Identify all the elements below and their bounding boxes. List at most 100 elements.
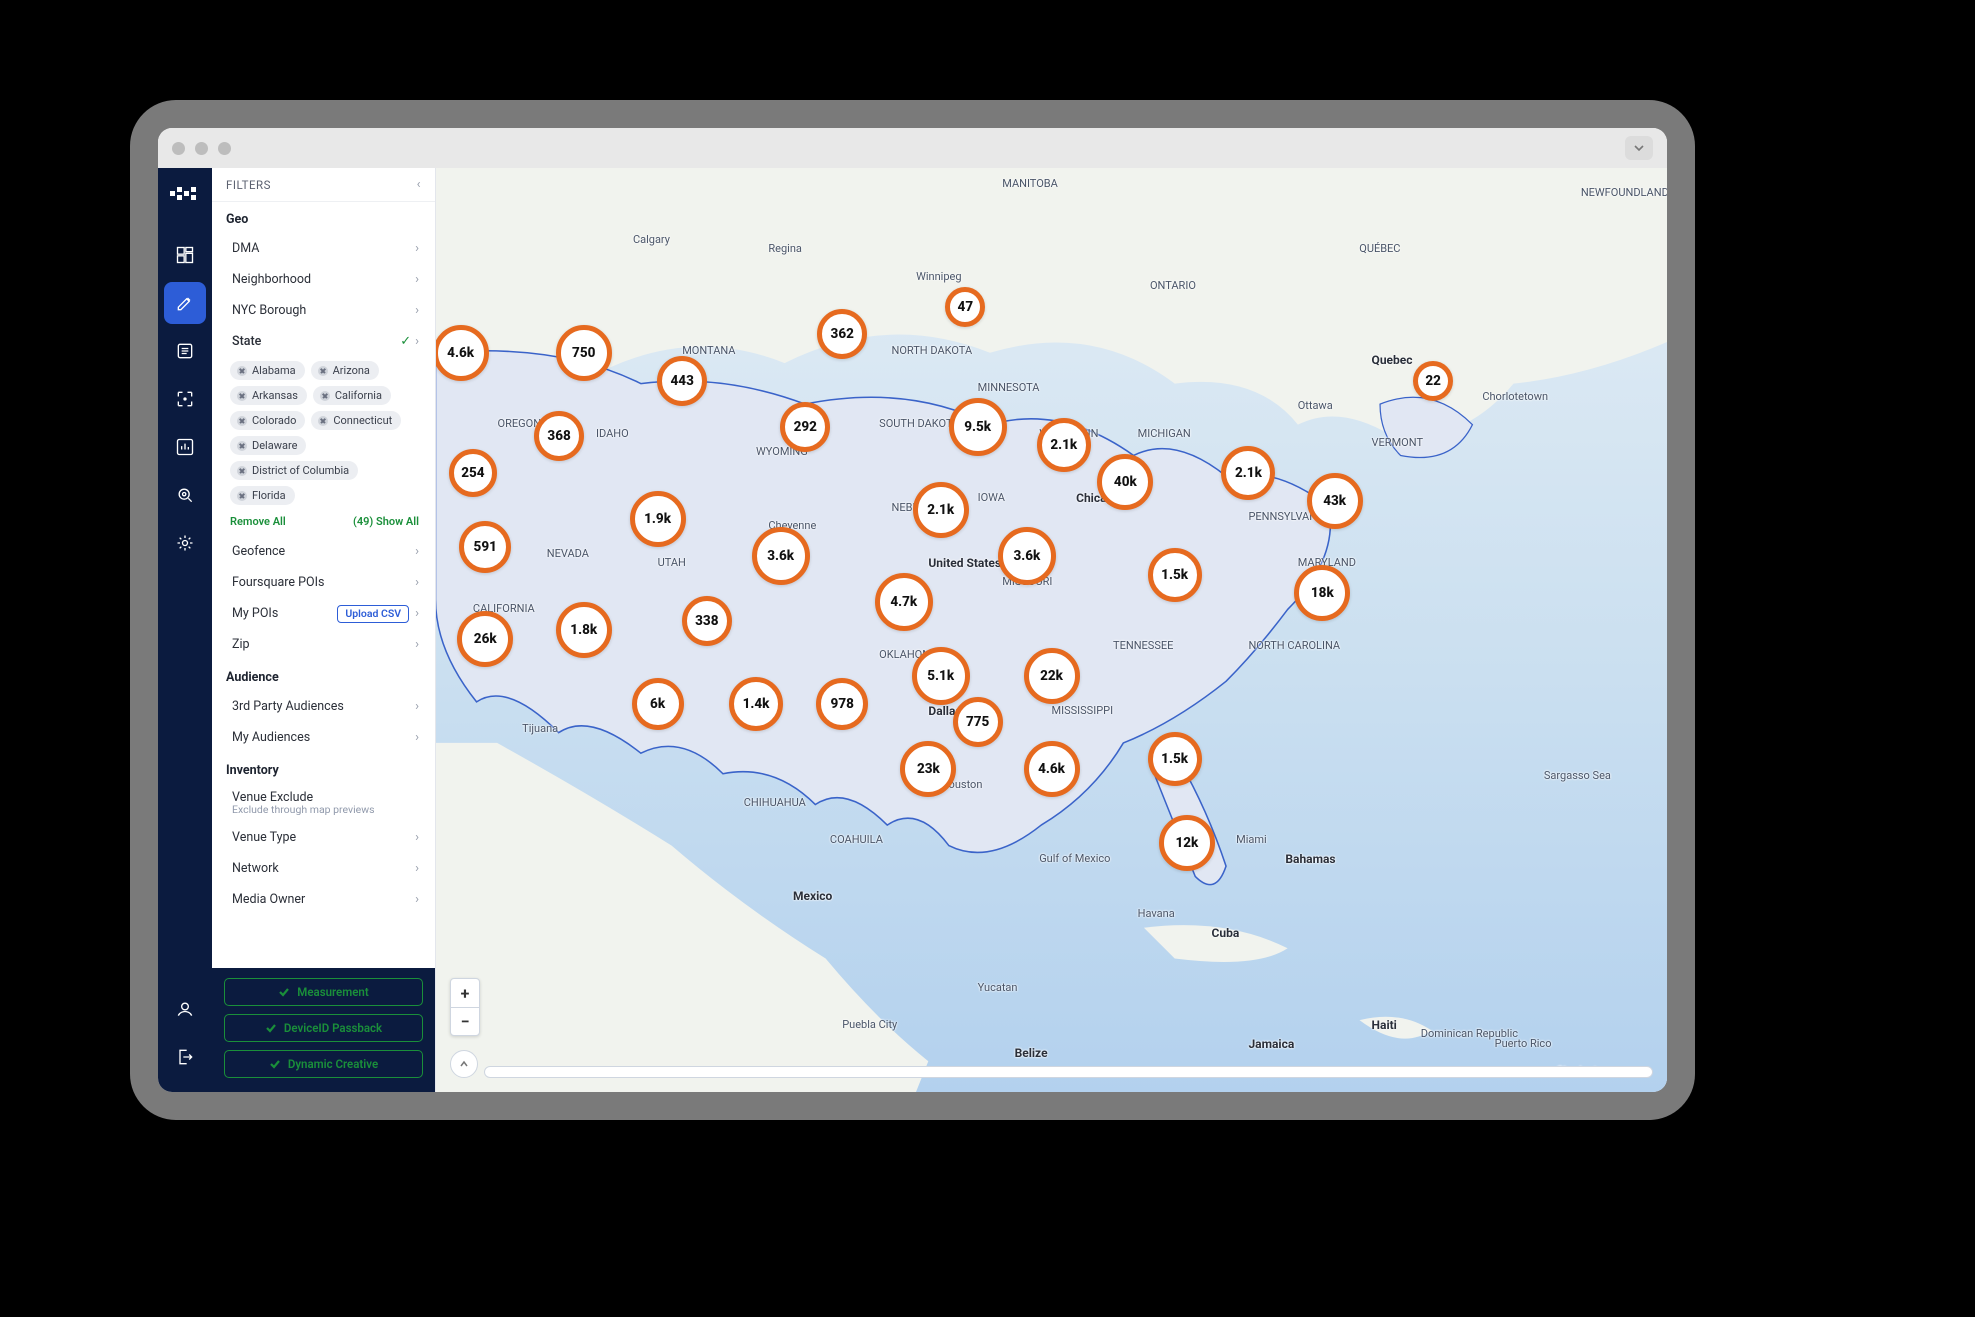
map-cluster-bubble[interactable]: 47 [945,287,985,327]
map-canvas[interactable]: MANITOBACalgaryReginaWinnipegONTARIOQUÉB… [436,168,1667,1092]
filter-foursquare-pois[interactable]: Foursquare POIs [212,567,435,598]
cta-label: Measurement [297,985,368,999]
zoom-in-button[interactable]: + [451,979,479,1007]
cta-dynamic-creative[interactable]: Dynamic Creative [224,1050,423,1078]
upload-csv-button[interactable]: Upload CSV [337,605,409,623]
filter-3rd-party-audiences[interactable]: 3rd Party Audiences [212,691,435,722]
rail-analytics-icon[interactable] [164,426,206,468]
filter-neighborhood[interactable]: Neighborhood [212,264,435,295]
remove-tag-icon[interactable] [237,491,247,501]
section-geo-title: Geo [212,202,435,233]
map-label: QUÉBEC [1359,242,1400,255]
map-cluster-bubble[interactable]: 750 [556,325,612,381]
show-all-link[interactable]: (49) Show All [353,515,419,528]
filter-dma[interactable]: DMA [212,233,435,264]
map-cluster-bubble[interactable]: 4.6k [1024,741,1080,797]
filter-geofence[interactable]: Geofence [212,536,435,567]
map-cluster-bubble[interactable]: 1.9k [630,491,686,547]
remove-tag-icon[interactable] [237,416,247,426]
state-tag[interactable]: Arizona [311,361,379,380]
map-cluster-bubble[interactable]: 2.1k [913,482,969,538]
state-tag[interactable]: Florida [230,486,295,505]
map-cluster-bubble[interactable]: 1.5k [1148,732,1202,786]
filter-network[interactable]: Network [212,853,435,884]
rail-logout-icon[interactable] [164,1036,206,1078]
filter-label: NYC Borough [232,303,306,318]
chevron-right-icon [415,241,419,256]
remove-all-link[interactable]: Remove All [230,515,286,528]
state-tag[interactable]: District of Columbia [230,461,358,480]
rail-search-icon[interactable] [164,474,206,516]
filter-media-owner[interactable]: Media Owner [212,884,435,915]
map-cluster-bubble[interactable]: 591 [459,521,511,573]
map-cluster-bubble[interactable]: 3.6k [998,527,1056,585]
map-cluster-bubble[interactable]: 5.1k [912,647,970,705]
venue-exclude-sub: Exclude through map previews [212,803,435,822]
close-dot[interactable] [172,142,185,155]
map-cluster-bubble[interactable]: 292 [780,402,830,452]
filter-my-audiences[interactable]: My Audiences [212,722,435,753]
map-cluster-bubble[interactable]: 254 [449,449,497,497]
remove-tag-icon[interactable] [318,366,328,376]
map-cluster-bubble[interactable]: 1.5k [1148,548,1202,602]
map-cluster-bubble[interactable]: 12k [1159,815,1215,871]
min-dot[interactable] [195,142,208,155]
cta-measurement[interactable]: Measurement [224,978,423,1006]
map-cluster-bubble[interactable]: 23k [900,741,956,797]
map-cluster-bubble[interactable]: 3.6k [752,527,810,585]
state-tag[interactable]: Alabama [230,361,305,380]
map-bottom-scrollbar[interactable] [484,1066,1653,1078]
state-tag[interactable]: Delaware [230,436,306,455]
rail-settings-icon[interactable] [164,522,206,564]
map-cluster-bubble[interactable]: 26k [457,611,513,667]
filter-state[interactable]: State ✓ [212,326,435,357]
map-cluster-bubble[interactable]: 362 [817,309,867,359]
filters-scroll[interactable]: Geo DMANeighborhood NYC Borough State ✓ A… [212,202,435,968]
map-cluster-bubble[interactable]: 22 [1413,361,1453,401]
state-tag[interactable]: Connecticut [311,411,401,430]
map-cluster-bubble[interactable]: 40k [1097,454,1153,510]
map-cluster-bubble[interactable]: 18k [1294,565,1350,621]
filter-nyc-borough[interactable]: NYC Borough [212,295,435,326]
map-cluster-bubble[interactable]: 2.1k [1221,446,1275,500]
rail-list-icon[interactable] [164,330,206,372]
remove-tag-icon[interactable] [237,391,247,401]
map-cluster-bubble[interactable]: 22k [1024,648,1080,704]
map-cluster-bubble[interactable]: 978 [816,678,868,730]
map-cluster-bubble[interactable]: 1.8k [556,602,612,658]
remove-tag-icon[interactable] [320,391,330,401]
map-cluster-bubble[interactable]: 4.7k [875,573,933,631]
rail-dashboard-icon[interactable] [164,234,206,276]
remove-tag-icon[interactable] [237,366,247,376]
remove-tag-icon[interactable] [237,441,247,451]
filter-venue-type[interactable]: Venue Type [212,822,435,853]
map-expand-button[interactable] [450,1050,478,1078]
map-cluster-bubble[interactable]: 368 [534,411,584,461]
state-tag[interactable]: California [313,386,391,405]
rail-profile-icon[interactable] [164,988,206,1030]
max-dot[interactable] [218,142,231,155]
map-cluster-bubble[interactable]: 1.4k [729,677,783,731]
map-cluster-bubble[interactable]: 775 [953,697,1003,747]
map-cluster-bubble[interactable]: 338 [682,596,732,646]
filter-my-pois[interactable]: My POIsUpload CSV [212,598,435,629]
collapse-button[interactable] [1625,136,1653,160]
map-cluster-bubble[interactable]: 2.1k [1037,418,1091,472]
filter-zip[interactable]: Zip [212,629,435,660]
rail-edit-icon[interactable] [164,282,206,324]
map-cluster-bubble[interactable]: 6k [632,678,684,730]
remove-tag-icon[interactable] [318,416,328,426]
map-label: Ottawa [1298,399,1333,412]
map-cluster-bubble[interactable]: 443 [657,356,707,406]
cta-deviceid-passback[interactable]: DeviceID Passback [224,1014,423,1042]
collapse-filters-icon[interactable] [417,177,421,192]
state-tag[interactable]: Arkansas [230,386,307,405]
state-tag[interactable]: Colorado [230,411,305,430]
rail-target-icon[interactable] [164,378,206,420]
filters-header: FILTERS [212,168,435,202]
remove-tag-icon[interactable] [237,466,247,476]
map-label: MINNESOTA [978,381,1040,394]
map-cluster-bubble[interactable]: 9.5k [949,398,1007,456]
zoom-out-button[interactable]: − [451,1007,479,1035]
map-cluster-bubble[interactable]: 43k [1307,473,1363,529]
